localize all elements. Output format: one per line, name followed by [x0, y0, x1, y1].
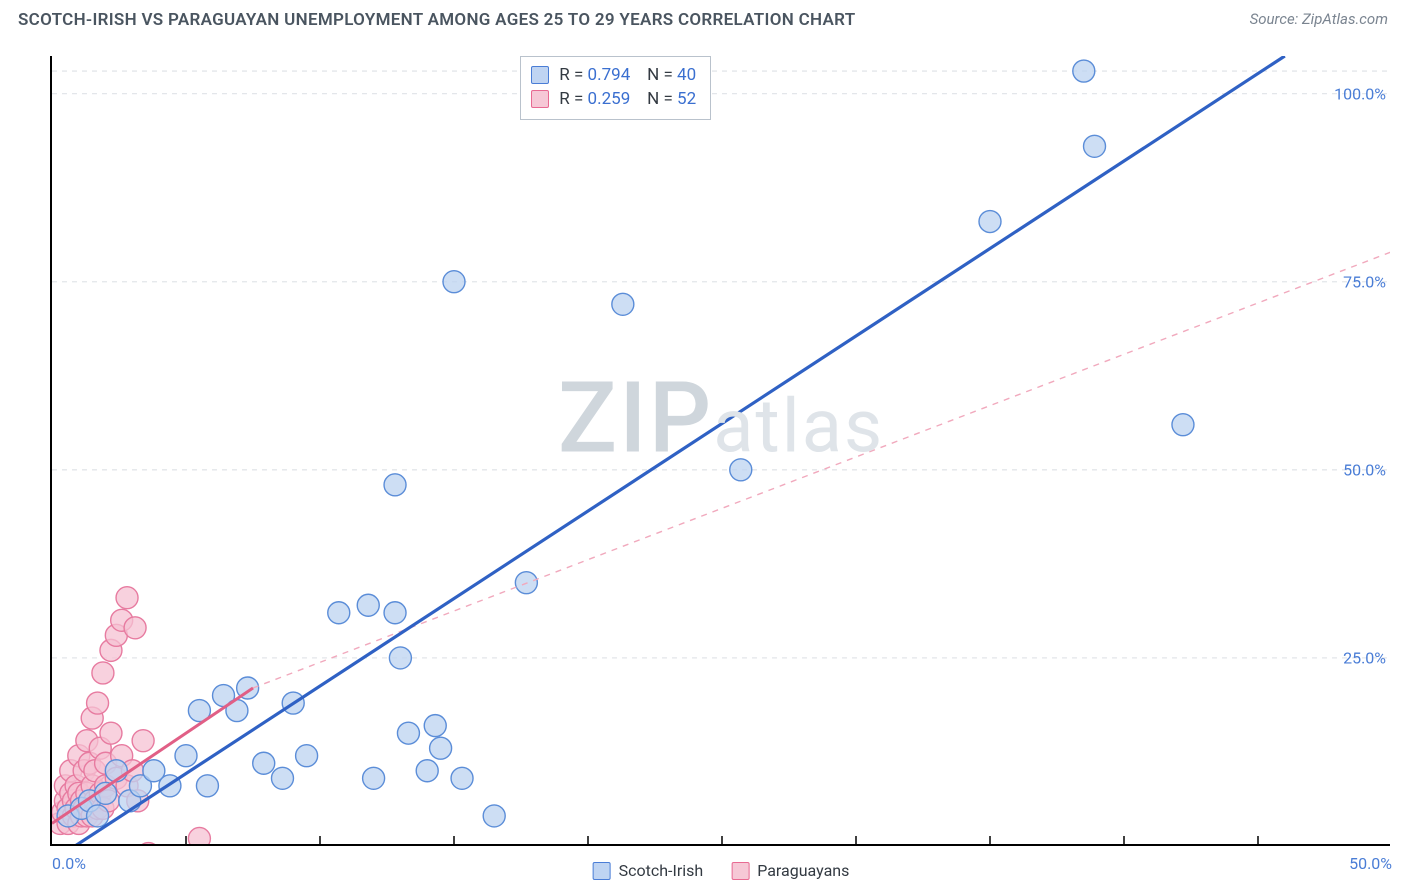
x-tick-label: 50.0% — [1349, 854, 1392, 873]
swatch-pink-icon — [531, 90, 549, 108]
legend-item-scotch-irish: Scotch-Irish — [593, 861, 704, 880]
y-tick-label: 25.0% — [1343, 648, 1386, 667]
legend-row-blue: R = 0.794 N = 40 — [531, 63, 696, 87]
y-tick-label: 50.0% — [1343, 460, 1386, 479]
legend-item-paraguayans: Paraguayans — [731, 861, 849, 880]
source-attribution: Source: ZipAtlas.com — [1250, 10, 1388, 28]
y-tick-label: 100.0% — [1334, 84, 1386, 103]
scatter-plot-svg — [52, 56, 1390, 844]
swatch-blue-icon — [593, 862, 611, 880]
legend-row-pink: R = 0.259 N = 52 — [531, 87, 696, 111]
y-tick-label: 75.0% — [1343, 272, 1386, 291]
chart-plot-area: ZIPatlas R = 0.794 N = 40 R = 0.259 N = … — [50, 56, 1390, 846]
x-tick-label: 0.0% — [52, 854, 86, 873]
swatch-pink-icon — [731, 862, 749, 880]
swatch-blue-icon — [531, 66, 549, 84]
series-legend: Scotch-Irish Paraguayans — [593, 861, 850, 880]
chart-title: SCOTCH-IRISH VS PARAGUAYAN UNEMPLOYMENT … — [18, 10, 855, 30]
correlation-legend: R = 0.794 N = 40 R = 0.259 N = 52 — [520, 56, 711, 120]
